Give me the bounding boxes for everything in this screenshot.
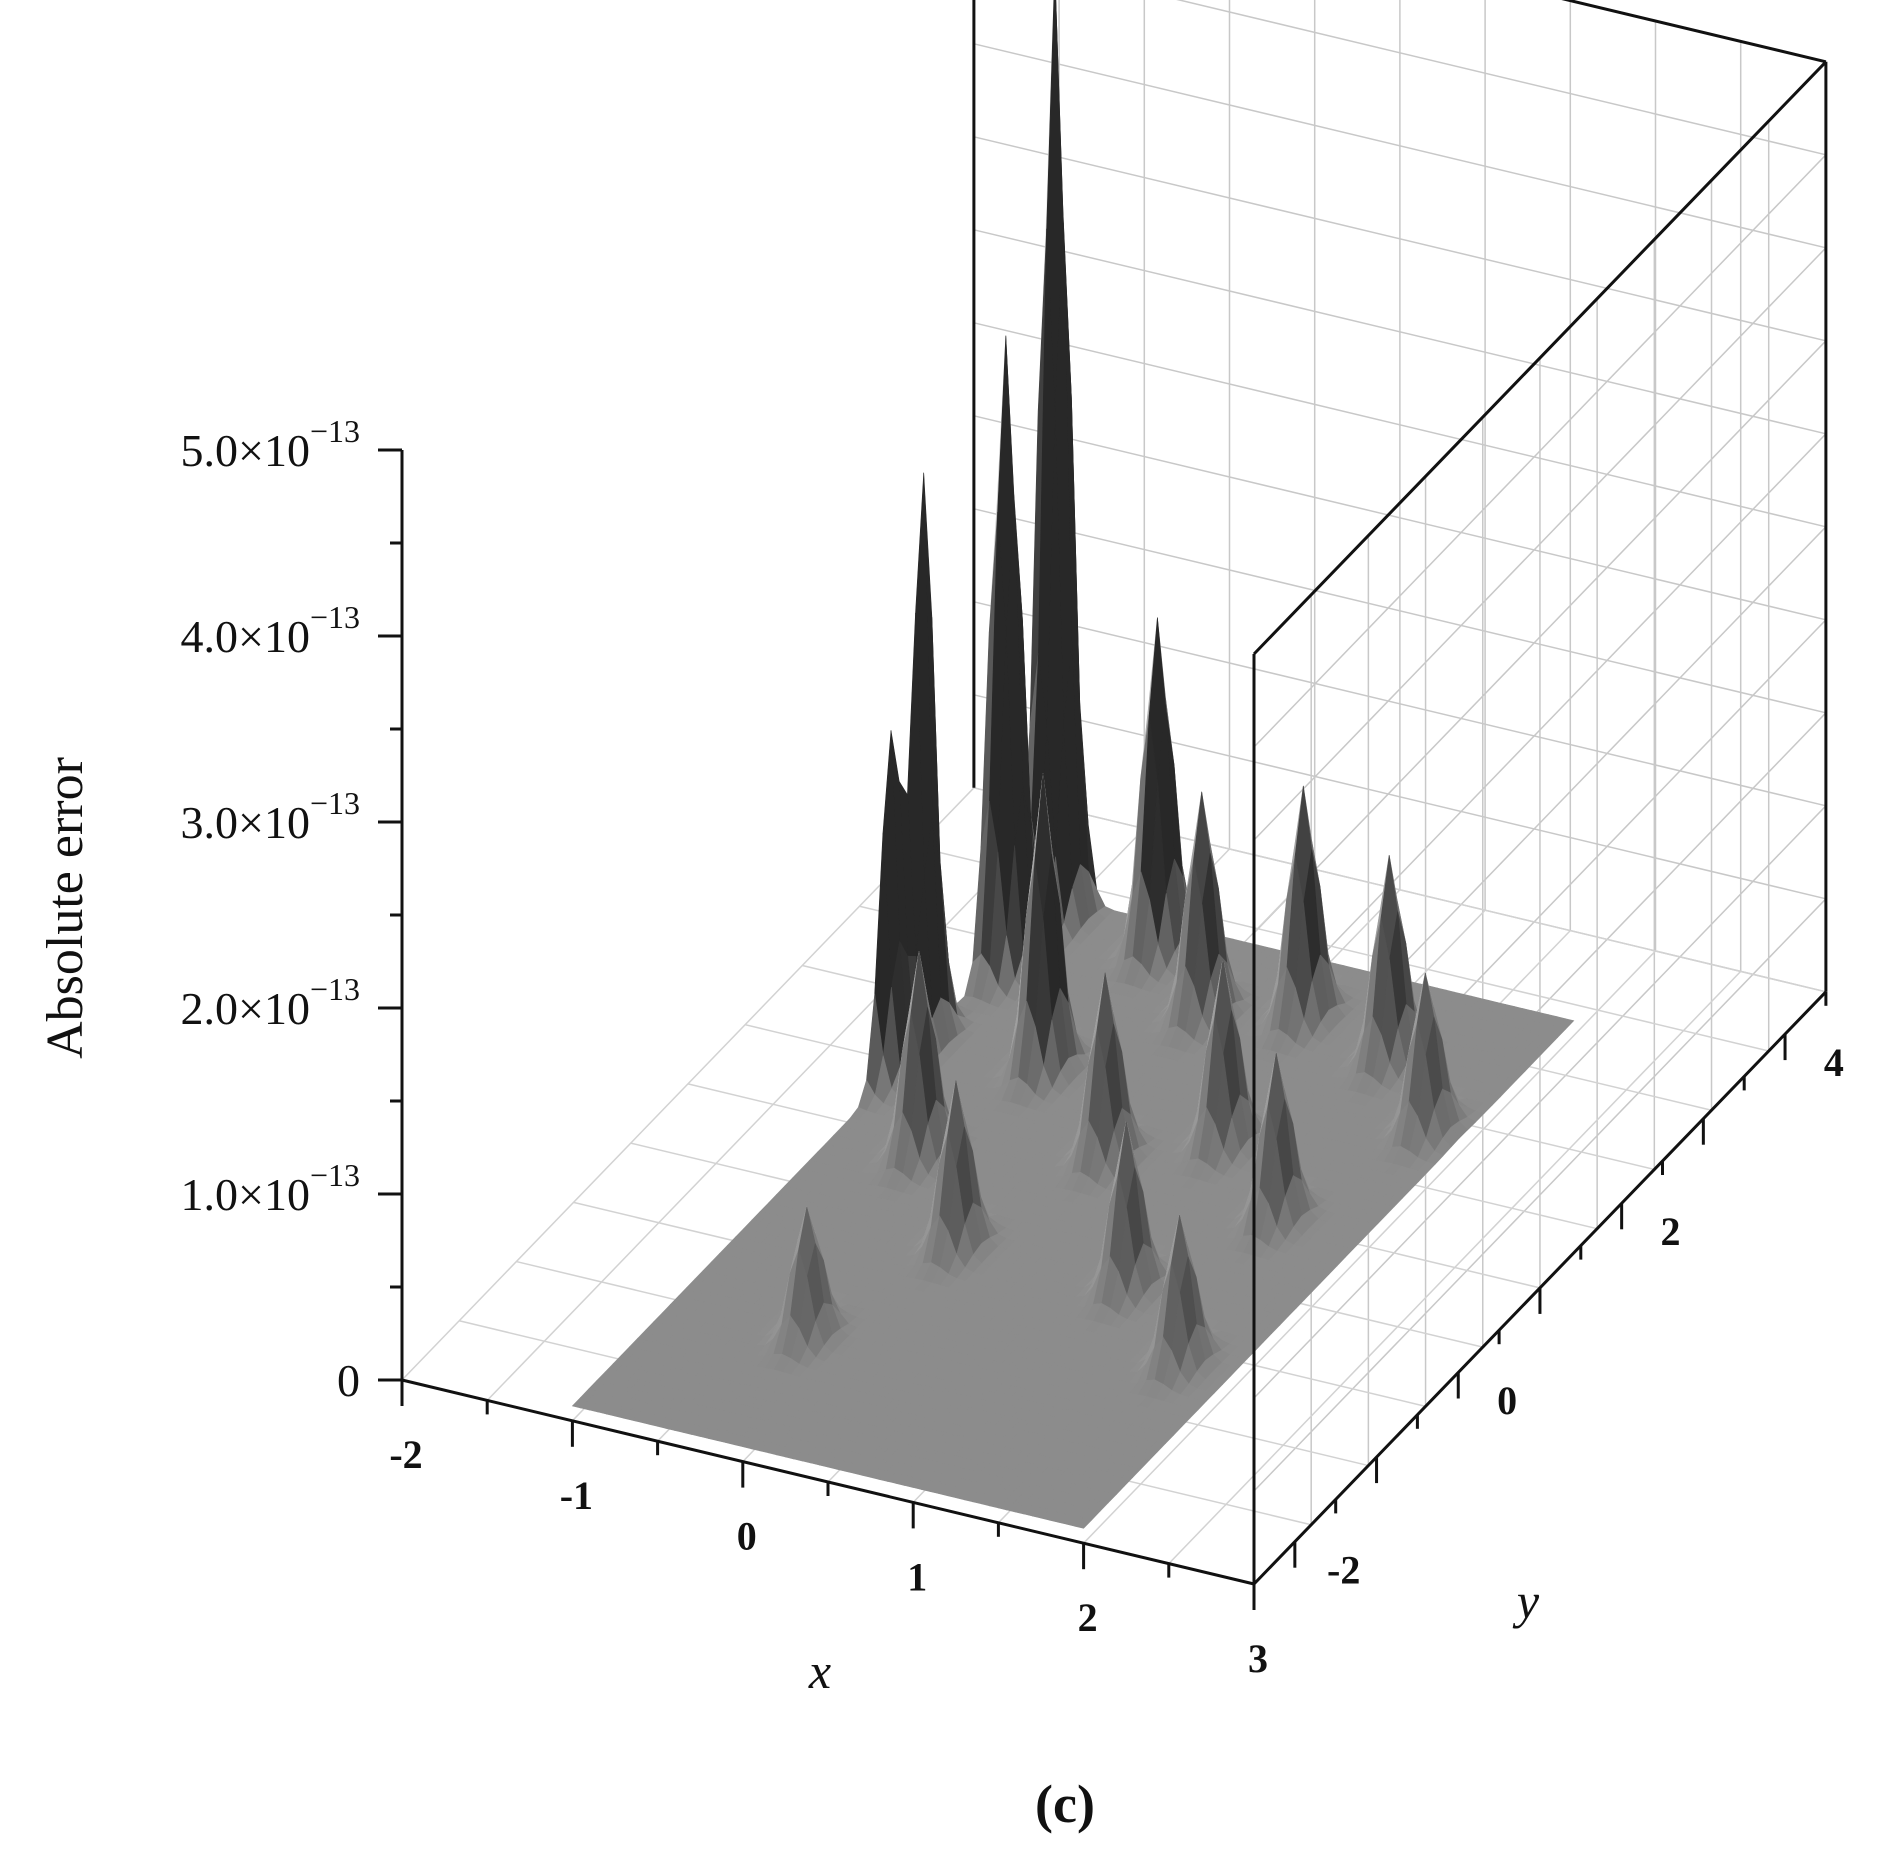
y-tick-label: -2 (1327, 1547, 1360, 1592)
back-wall-grid-line (973, 136, 1827, 342)
back-wall-grid-line (1176, 0, 1827, 156)
z-axis-ticks: 0 1.0×10−13 2.0×10−13 3.0×10−13 4.0×10−13 5.0… (181, 413, 402, 1406)
x-tick-label: 3 (1248, 1636, 1268, 1681)
z-tick-label: 2.0×10−13 (181, 971, 361, 1034)
back-wall-grid-line (973, 694, 1827, 900)
axis-lines (400, 0, 1828, 1586)
back-wall-grid-line (973, 229, 1827, 435)
z-axis-label: Absolute error (37, 757, 94, 1059)
z-tick-label: 4.0×10−13 (181, 599, 361, 662)
y-axis-ticks: -2 0 2 4 (1252, 991, 1844, 1598)
right-top-edge (1252, 60, 1827, 656)
back-wall-grid-line (973, 415, 1827, 621)
y-tick-label: 2 (1661, 1209, 1681, 1254)
z-tick-label: 1.0×10−13 (181, 1157, 361, 1220)
z-tick-exponent: −13 (310, 599, 360, 635)
back-wall-grid-line (1253, 805, 1827, 1399)
floor-grid-line (973, 787, 1827, 993)
z-tick-exponent: −13 (310, 413, 360, 449)
y-tick-label: 4 (1824, 1040, 1844, 1085)
back-wall-grid-line (1253, 154, 1827, 748)
error-surface (571, 0, 1575, 1529)
z-tick-exponent: −13 (310, 785, 360, 821)
back-wall-grid-line (973, 43, 1827, 249)
y-tick-label: 0 (1497, 1378, 1517, 1423)
back-top-edge (1561, 0, 1827, 64)
x-tick-label: 2 (1078, 1595, 1098, 1640)
back-wall-grid-line (1253, 247, 1827, 841)
back-wall-grid-line (1253, 340, 1827, 934)
z-tick-exponent: −13 (310, 971, 360, 1007)
back-wall-grid-line (973, 601, 1827, 807)
z-tick-exponent: −13 (310, 1157, 360, 1193)
back-wall-grid-line (973, 508, 1827, 714)
x-axis-label: x (808, 1643, 831, 1699)
back-wall-grid-line (973, 322, 1827, 528)
y-axis-label: y (1512, 1573, 1540, 1629)
back-wall-grid-line (1253, 433, 1827, 1027)
z-tick-label: 5.0×10−13 (181, 413, 361, 476)
back-wall-grid-line (1253, 898, 1827, 1492)
x-tick-label: 1 (907, 1554, 927, 1599)
x-axis-ticks: -2 -1 0 1 2 3 (389, 1380, 1268, 1681)
panel-label: (c) (1035, 1774, 1095, 1834)
x-tick-label: -2 (389, 1432, 422, 1477)
surface-patch (1074, 1517, 1093, 1529)
z-tick-label: 0 (337, 1355, 360, 1406)
x-tick-label: 0 (737, 1514, 757, 1559)
z-tick-label: 3.0×10−13 (181, 785, 361, 848)
x-tick-label: -1 (560, 1473, 593, 1518)
